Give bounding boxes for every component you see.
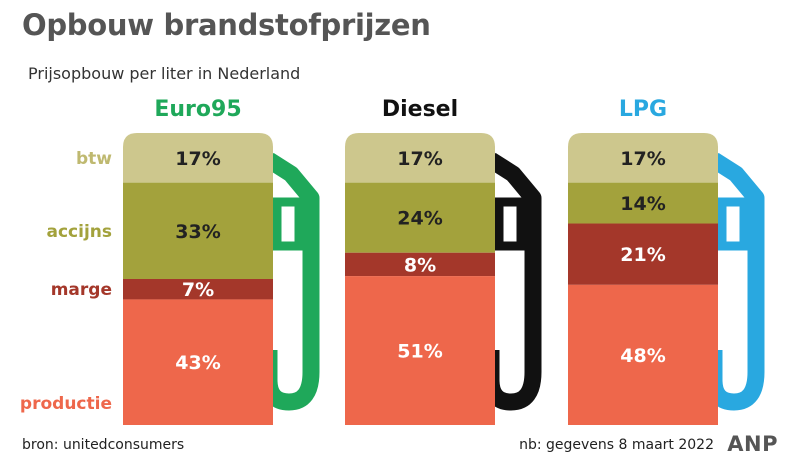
bar-segment-euro95-btw	[123, 133, 273, 183]
value-label-lpg-marge: 21%	[620, 244, 665, 266]
fuel-label-lpg: LPG	[619, 97, 667, 122]
bar-segment-lpg-marge	[568, 223, 718, 285]
value-label-euro95-productie: 43%	[175, 352, 220, 374]
pump-hose-lpg	[705, 152, 765, 411]
bar-segment-lpg-accijns	[568, 182, 718, 224]
pump-nozzle-diesel	[494, 197, 526, 251]
bar-segment-lpg-btw	[568, 133, 718, 183]
value-label-lpg-btw: 17%	[620, 148, 665, 170]
source-note: bron: unitedconsumers	[22, 437, 185, 453]
bar-segment-diesel-marge	[345, 252, 495, 277]
value-label-euro95-btw: 17%	[175, 148, 220, 170]
value-label-diesel-accijns: 24%	[397, 208, 442, 230]
legend-label-productie: productie	[20, 394, 112, 414]
value-label-euro95-marge: 7%	[182, 279, 214, 301]
pump-hose-euro95	[260, 152, 320, 411]
legend-label-marge: marge	[51, 280, 112, 300]
bar-segment-euro95-productie	[123, 299, 273, 425]
bar-segment-lpg-productie	[568, 284, 718, 425]
bar-segment-diesel-accijns	[345, 182, 495, 253]
page-subtitle: Prijsopbouw per liter in Nederland	[28, 64, 301, 83]
value-label-diesel-marge: 8%	[404, 254, 436, 276]
value-label-euro95-accijns: 33%	[175, 221, 220, 243]
bar-segment-euro95-accijns	[123, 182, 273, 279]
pump-nozzle-lpg	[717, 197, 749, 251]
value-label-lpg-productie: 48%	[620, 345, 665, 367]
date-note: nb: gegevens 8 maart 2022	[519, 437, 714, 453]
fuel-label-euro95: Euro95	[154, 97, 241, 122]
value-label-diesel-btw: 17%	[397, 148, 442, 170]
pump-hose-diesel	[482, 152, 542, 411]
anp-logo: ANP	[727, 432, 778, 456]
bar-segment-euro95-marge	[123, 279, 273, 300]
value-label-lpg-accijns: 14%	[620, 193, 665, 215]
legend-label-accijns: accijns	[46, 222, 112, 242]
bar-segment-diesel-btw	[345, 133, 495, 183]
value-label-diesel-productie: 51%	[397, 341, 442, 363]
pump-nozzle-euro95	[272, 197, 304, 251]
page-title: Opbouw brandstofprijzen	[22, 8, 431, 42]
fuel-label-diesel: Diesel	[382, 97, 458, 122]
bar-segment-diesel-productie	[345, 276, 495, 425]
legend-label-btw: btw	[76, 149, 112, 169]
